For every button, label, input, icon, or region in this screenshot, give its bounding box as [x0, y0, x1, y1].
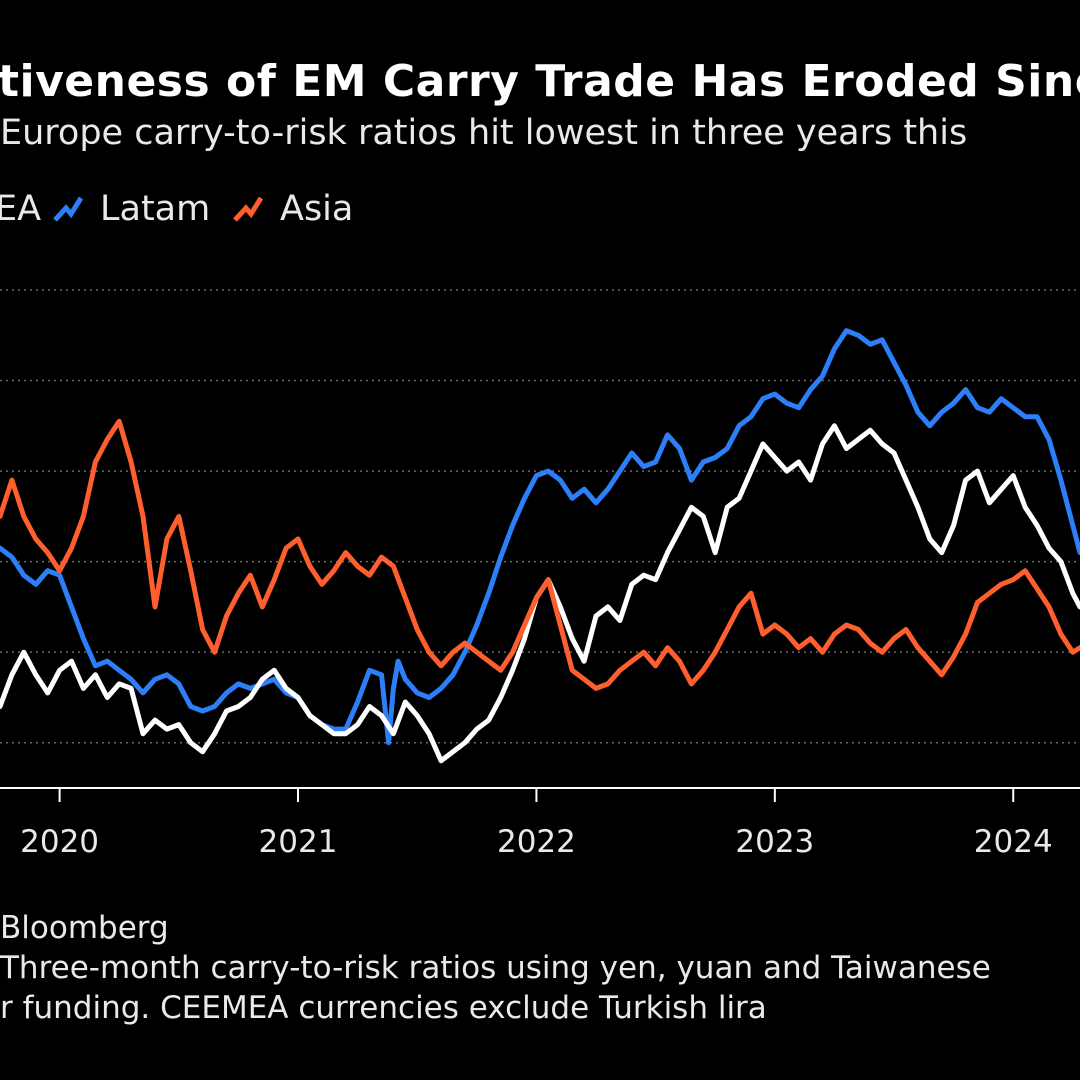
series-line-asia — [0, 418, 1080, 691]
x-tick-label: 2022 — [497, 824, 576, 860]
footer: Bloomberg Three-month carry-to-risk rati… — [0, 908, 991, 1028]
asia-swatch-icon — [233, 196, 264, 222]
series-group — [0, 328, 1080, 764]
legend-entry-asia: Asia — [232, 186, 353, 232]
chart-subtitle: Europe carry-to-risk ratios hit lowest i… — [0, 113, 968, 153]
x-tick-label: 2023 — [735, 824, 814, 860]
chart-title: tiveness of EM Carry Trade Has Eroded Si… — [0, 56, 1080, 107]
note-line-1: Three-month carry-to-risk ratios using y… — [0, 950, 991, 986]
legend-label-latam: Latam — [100, 189, 211, 229]
source-text: Bloomberg — [0, 910, 169, 946]
note-line-2: r funding. CEEMEA currencies exclude Tur… — [0, 990, 767, 1026]
x-axis-ticks: 2020 2021 2022 2023 2024 — [20, 788, 1053, 860]
legend-entry-latam: Latam — [52, 186, 210, 232]
x-tick-label: 2024 — [974, 824, 1053, 860]
legend-label-ea: EA — [0, 189, 42, 229]
legend-label-asia: Asia — [280, 189, 354, 229]
x-tick-label: 2021 — [259, 824, 338, 860]
series-line-latam — [0, 328, 1080, 746]
x-tick-label: 2020 — [20, 824, 99, 860]
latam-swatch-icon — [53, 196, 84, 222]
legend-entry-ea: EA — [0, 186, 41, 232]
line-chart: 2020 2021 2022 2023 2024 — [0, 289, 1080, 860]
